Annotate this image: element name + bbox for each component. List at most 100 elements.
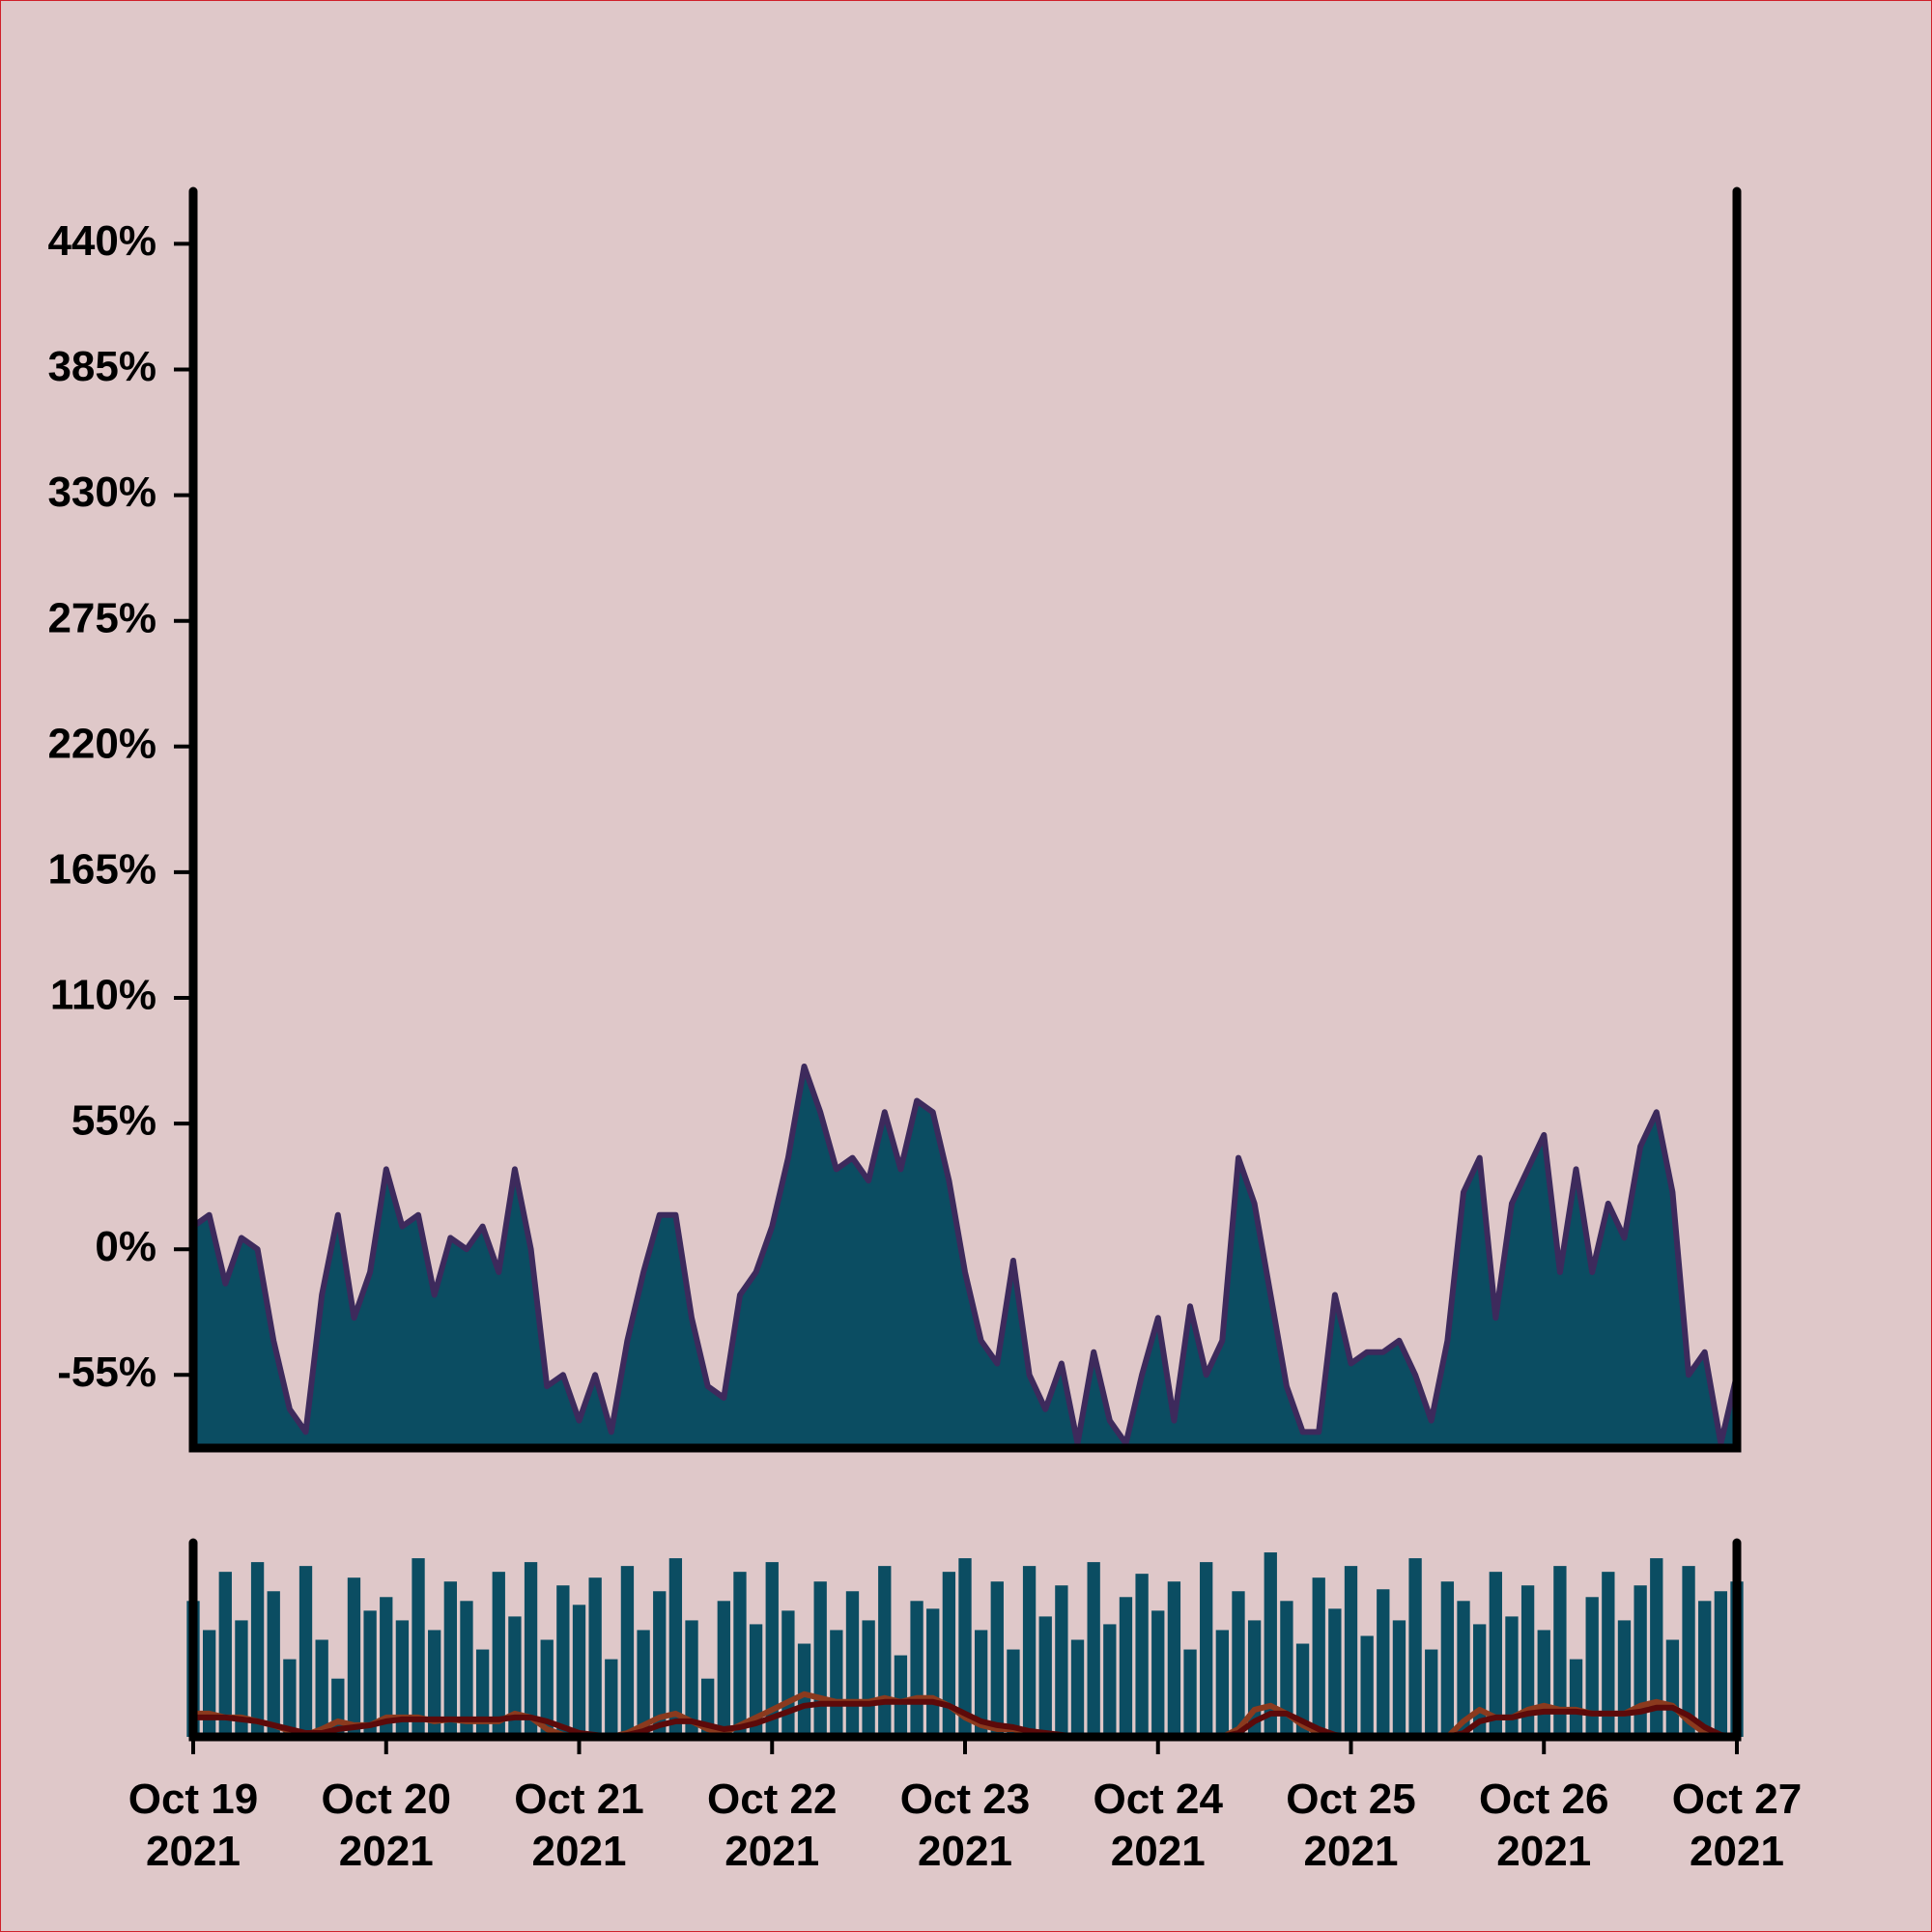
y-tick-label: -55% bbox=[57, 1349, 156, 1396]
y-tick-label: 220% bbox=[47, 720, 156, 767]
x-tick-label: Oct 20 2021 bbox=[321, 1776, 451, 1875]
volume-bar bbox=[1200, 1562, 1213, 1737]
volume-bar bbox=[588, 1577, 602, 1737]
volume-bar bbox=[1360, 1635, 1374, 1737]
volume-bar bbox=[1520, 1585, 1535, 1737]
volume-bar bbox=[1698, 1601, 1712, 1737]
x-tick-label: Oct 26 2021 bbox=[1478, 1776, 1609, 1875]
y-tick-label: 110% bbox=[50, 972, 156, 1019]
volume-bar bbox=[845, 1591, 860, 1737]
volume-bar bbox=[1602, 1572, 1615, 1737]
volume-bar bbox=[395, 1620, 410, 1737]
volume-bar bbox=[1119, 1597, 1133, 1737]
volume-bar bbox=[749, 1624, 763, 1737]
volume-bar bbox=[556, 1585, 570, 1737]
volume-bar bbox=[1377, 1589, 1390, 1737]
volume-bar bbox=[1440, 1581, 1455, 1737]
y-tick-label: 330% bbox=[47, 469, 156, 516]
volume-bar bbox=[1425, 1649, 1438, 1737]
volume-bar bbox=[717, 1601, 730, 1737]
volume-bar bbox=[1617, 1620, 1632, 1737]
x-tick-label: Oct 24 2021 bbox=[1093, 1776, 1223, 1875]
y-tick-label: 385% bbox=[47, 343, 156, 390]
volume-bar bbox=[1665, 1639, 1680, 1737]
volume-bar bbox=[202, 1630, 216, 1737]
volume-bar bbox=[668, 1558, 683, 1737]
volume-bar bbox=[685, 1620, 698, 1737]
volume-bar bbox=[460, 1601, 473, 1737]
price-line bbox=[191, 1064, 1740, 1447]
volume-bar bbox=[1714, 1591, 1728, 1737]
volume-bar bbox=[1392, 1620, 1406, 1737]
volume-bar bbox=[1569, 1659, 1583, 1737]
volume-bar bbox=[1022, 1566, 1037, 1737]
volume-bar bbox=[218, 1572, 232, 1737]
volume-bar bbox=[1295, 1643, 1310, 1737]
volume-bar bbox=[235, 1620, 248, 1737]
volume-bar bbox=[1135, 1574, 1149, 1737]
y-tick-label: 0% bbox=[95, 1223, 156, 1270]
volume-bar bbox=[315, 1639, 328, 1737]
volume-bar bbox=[1344, 1566, 1358, 1737]
volume-bar bbox=[1537, 1630, 1550, 1737]
volume-bar bbox=[990, 1581, 1004, 1737]
volume-bar bbox=[733, 1572, 747, 1737]
volume-bar bbox=[1183, 1649, 1197, 1737]
volume-bar bbox=[1505, 1616, 1519, 1737]
volume-bar bbox=[637, 1630, 650, 1737]
volume-bar bbox=[1408, 1558, 1422, 1737]
x-tick-label: Oct 22 2021 bbox=[706, 1776, 838, 1875]
volume-bar bbox=[910, 1601, 923, 1737]
volume-bar bbox=[283, 1659, 297, 1737]
volume-bar bbox=[1585, 1597, 1599, 1737]
y-tick-label: 55% bbox=[71, 1097, 156, 1145]
volume-bar bbox=[1553, 1566, 1567, 1737]
volume-bar bbox=[1650, 1558, 1663, 1737]
volume-bar bbox=[1634, 1585, 1647, 1737]
volume-bar bbox=[1682, 1566, 1695, 1737]
volume-bar bbox=[1151, 1610, 1165, 1737]
volume-bar bbox=[878, 1566, 892, 1737]
volume-bar bbox=[926, 1608, 940, 1737]
volume-bar bbox=[1070, 1639, 1085, 1737]
volume-bar bbox=[813, 1581, 827, 1737]
volume-bar bbox=[653, 1591, 667, 1737]
volume-bar bbox=[250, 1562, 265, 1737]
axes bbox=[188, 1538, 1742, 1742]
volume-bar bbox=[862, 1620, 875, 1737]
volume-bar bbox=[958, 1558, 972, 1737]
volume-bar bbox=[1232, 1591, 1245, 1737]
volume-bar bbox=[540, 1639, 554, 1737]
volume-bar bbox=[894, 1655, 908, 1737]
volume-bar bbox=[475, 1649, 490, 1737]
volume-bar bbox=[974, 1630, 988, 1737]
axes bbox=[188, 186, 1742, 1453]
volume-bar bbox=[1007, 1649, 1020, 1737]
x-tick-label: Oct 19 2021 bbox=[128, 1776, 259, 1875]
y-tick-label: 165% bbox=[47, 846, 156, 894]
volume-bar bbox=[830, 1630, 843, 1737]
volume-bar bbox=[942, 1572, 956, 1737]
volume-bar bbox=[1215, 1630, 1229, 1737]
volume-bar bbox=[380, 1597, 393, 1737]
volume-bar bbox=[524, 1562, 538, 1737]
volume-bar bbox=[1328, 1608, 1342, 1737]
volume-bar bbox=[412, 1558, 425, 1737]
volume-bar bbox=[363, 1610, 377, 1737]
x-tick-label: Oct 27 2021 bbox=[1671, 1776, 1803, 1875]
volume-bar bbox=[492, 1572, 505, 1737]
x-tick-label: Oct 25 2021 bbox=[1286, 1776, 1416, 1875]
moving-average bbox=[193, 1698, 1738, 1740]
volume-bar bbox=[298, 1566, 313, 1737]
volume-bar bbox=[781, 1610, 795, 1737]
y-tick-label: 275% bbox=[47, 594, 156, 641]
volume-bar bbox=[428, 1630, 441, 1737]
volume-bar bbox=[765, 1562, 779, 1737]
y-tick-label: 440% bbox=[47, 217, 156, 265]
volume-bar bbox=[443, 1581, 457, 1737]
volume-bar bbox=[620, 1566, 635, 1737]
volume-bar bbox=[508, 1616, 522, 1737]
volume-bar bbox=[1167, 1581, 1181, 1737]
